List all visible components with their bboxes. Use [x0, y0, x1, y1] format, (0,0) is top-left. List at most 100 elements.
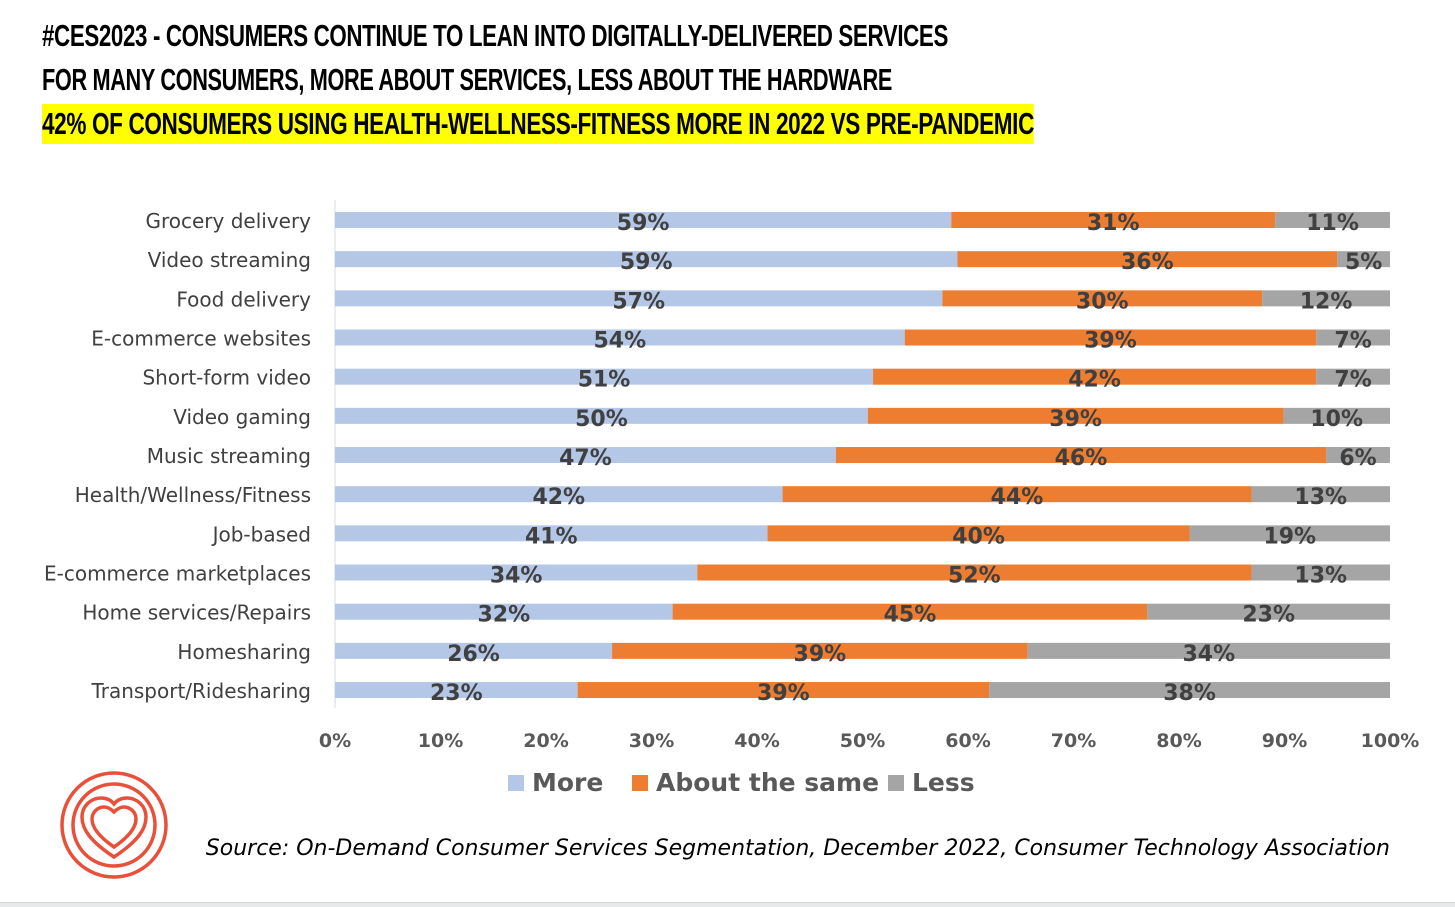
data-label: 11% — [1306, 211, 1359, 236]
bar-segment-about-the-same — [612, 642, 1028, 659]
data-label: 31% — [1087, 211, 1140, 236]
data-label: 26% — [447, 642, 500, 667]
category-label: E-commerce websites — [91, 327, 311, 351]
bar-segment-more — [335, 251, 958, 268]
bar-segment-more — [335, 682, 578, 699]
category-label: Job-based — [211, 522, 311, 546]
bar-segment-less — [1326, 447, 1390, 464]
title-line-2: FOR MANY CONSUMERS, MORE ABOUT SERVICES,… — [42, 62, 892, 97]
data-label: 5% — [1345, 250, 1382, 275]
bar-segment-more — [335, 447, 836, 464]
bar-segment-less — [1189, 525, 1390, 542]
legend-label: Less — [912, 768, 975, 797]
data-label: 47% — [559, 446, 612, 471]
data-label: 30% — [1076, 289, 1129, 314]
concentric-heart-logo-icon — [60, 771, 168, 879]
category-label: Short-form video — [142, 366, 311, 390]
category-label: Transport/Ridesharing — [90, 679, 311, 703]
bar-segment-less — [1251, 564, 1390, 581]
legend-swatch — [632, 775, 648, 791]
x-tick-label: 100% — [1361, 730, 1420, 752]
title-line-1: #CES2023 - CONSUMERS CONTINUE TO LEAN IN… — [42, 18, 948, 53]
data-label: 7% — [1334, 329, 1371, 354]
x-tick-label: 20% — [523, 730, 568, 752]
bar-segment-about-the-same — [867, 407, 1284, 424]
bar-segment-more — [335, 603, 673, 620]
bar-segment-about-the-same — [835, 447, 1327, 464]
bar-segment-more — [335, 407, 868, 424]
bar-segment-more — [335, 212, 952, 228]
bar-segment-more — [335, 329, 905, 346]
data-label: 39% — [1084, 329, 1137, 354]
data-label: 10% — [1310, 407, 1363, 432]
category-label: Food delivery — [176, 287, 311, 311]
category-label: Grocery delivery — [145, 209, 311, 233]
data-label: 54% — [594, 329, 647, 354]
title-line-3-highlight: 42% OF CONSUMERS USING HEALTH-WELLNESS-F… — [42, 104, 1034, 144]
bar-segment-about-the-same — [942, 290, 1263, 307]
data-label: 50% — [575, 407, 628, 432]
data-label: 19% — [1263, 524, 1316, 549]
bar-segment-about-the-same — [873, 368, 1317, 385]
bar-segment-less — [1027, 642, 1390, 659]
data-label: 42% — [1068, 368, 1121, 393]
data-label: 39% — [794, 642, 847, 667]
bottom-edge — [0, 902, 1455, 907]
data-label: 40% — [952, 524, 1005, 549]
category-label: Video gaming — [173, 405, 311, 429]
bar-segment-less — [1275, 212, 1390, 228]
bar-segment-less — [1262, 290, 1390, 307]
bar-segment-about-the-same — [951, 212, 1276, 228]
bar-segment-less — [1147, 603, 1390, 620]
bar-segment-more — [335, 642, 613, 659]
bar-segment-less — [989, 682, 1390, 699]
data-label: 39% — [757, 681, 810, 706]
data-label: 52% — [948, 564, 1001, 589]
data-label: 23% — [430, 681, 483, 706]
legend-label: About the same — [656, 768, 879, 797]
bar-segment-about-the-same — [672, 603, 1148, 620]
data-label: 46% — [1055, 446, 1108, 471]
category-label: Video streaming — [148, 248, 311, 272]
bar-segment-more — [335, 290, 943, 307]
category-label: Health/Wellness/Fitness — [75, 483, 311, 507]
data-label: 51% — [578, 368, 631, 393]
bar-segment-less — [1316, 329, 1390, 346]
category-label: E-commerce marketplaces — [44, 562, 311, 586]
legend-swatch — [508, 775, 524, 791]
data-label: 36% — [1121, 250, 1174, 275]
data-label: 59% — [620, 250, 673, 275]
data-label: 44% — [991, 485, 1044, 510]
bar-segment-about-the-same — [767, 525, 1190, 542]
data-label: 13% — [1294, 485, 1347, 510]
data-label: 59% — [617, 211, 670, 236]
data-label: 13% — [1294, 564, 1347, 589]
data-label: 23% — [1242, 603, 1295, 628]
x-tick-label: 60% — [945, 730, 990, 752]
x-tick-label: 30% — [629, 730, 674, 752]
bar-segment-more — [335, 368, 874, 385]
data-label: 6% — [1339, 446, 1376, 471]
bar-segment-about-the-same — [957, 251, 1338, 268]
bar-segment-about-the-same — [577, 682, 990, 699]
x-tick-label: 40% — [734, 730, 779, 752]
bar-segment-more — [335, 486, 783, 503]
bar-segment-about-the-same — [904, 329, 1317, 346]
data-label: 39% — [1049, 407, 1102, 432]
source-note: Source: On-Demand Consumer Services Segm… — [205, 836, 1390, 861]
x-tick-label: 50% — [840, 730, 885, 752]
data-label: 42% — [532, 485, 585, 510]
data-label: 34% — [1183, 642, 1236, 667]
bar-segment-more — [335, 525, 768, 542]
category-label: Home services/Repairs — [82, 601, 311, 625]
data-label: 38% — [1163, 681, 1216, 706]
data-label: 12% — [1300, 289, 1353, 314]
x-tick-label: 80% — [1156, 730, 1201, 752]
bar-segment-less — [1316, 368, 1390, 385]
bar-segment-more — [335, 564, 698, 581]
data-label: 41% — [525, 524, 578, 549]
data-label: 57% — [612, 289, 665, 314]
category-label: Homesharing — [177, 640, 311, 664]
data-label: 45% — [884, 603, 937, 628]
